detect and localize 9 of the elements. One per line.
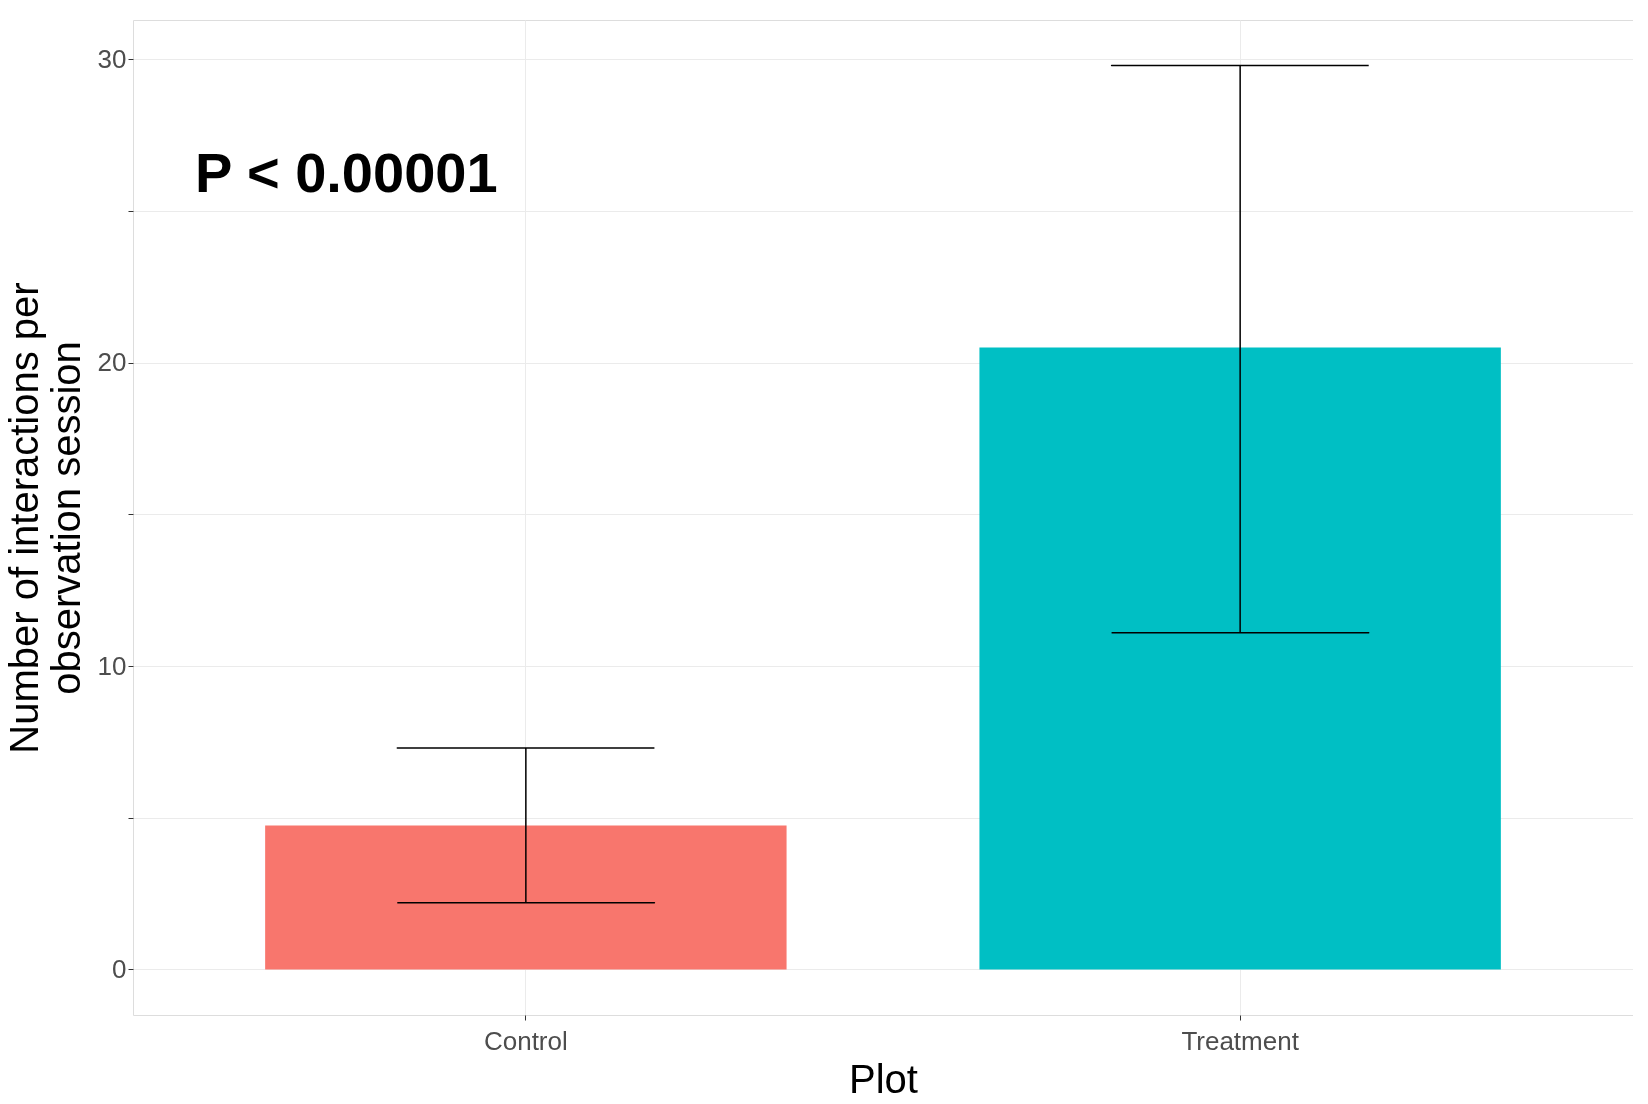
x-tick-label: Treatment — [1181, 1025, 1300, 1056]
y-tick-label: 30 — [97, 43, 127, 74]
y-axis-title: Number of interactions per observation session — [1, 282, 88, 754]
x-axis-title: Plot — [849, 1056, 918, 1101]
y-tick-label: 20 — [97, 347, 127, 378]
y-tick-label: 10 — [97, 650, 127, 681]
y-tick-label: 0 — [112, 954, 127, 984]
x-tick-label: Control — [483, 1025, 568, 1056]
annotation: P < 0.00001 — [195, 141, 498, 204]
